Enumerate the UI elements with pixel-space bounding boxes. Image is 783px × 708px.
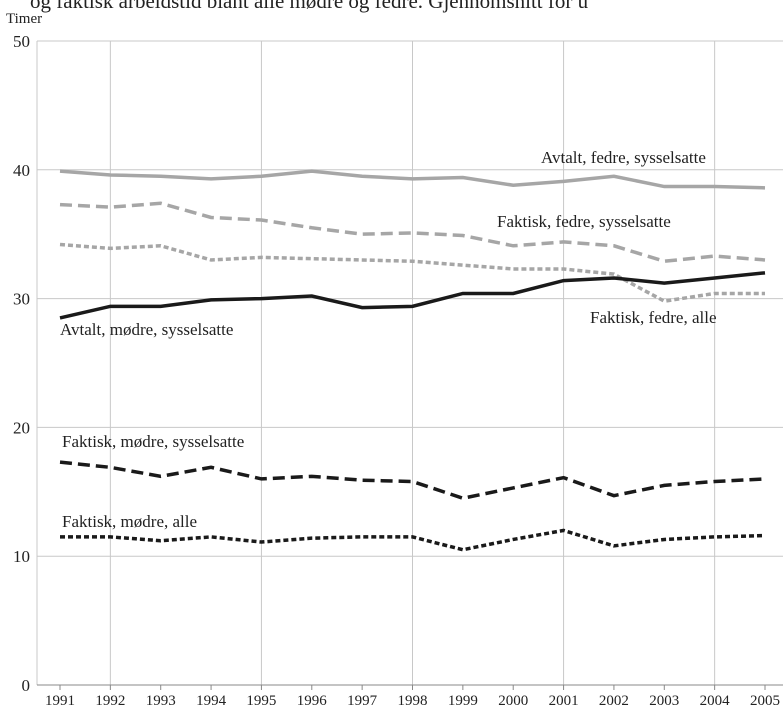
x-tick-label: 2004: [700, 693, 731, 708]
x-tick-label: 1997: [347, 693, 378, 708]
x-tick-label: 1996: [297, 693, 328, 708]
series-label: Faktisk, fedre, alle: [590, 308, 717, 327]
x-tick-label: 2002: [599, 693, 629, 708]
series-label: Faktisk, fedre, sysselsatte: [497, 212, 671, 231]
series-line: [59, 201, 766, 264]
series-line: [59, 169, 766, 190]
series-line: [60, 528, 766, 552]
series-label: Faktisk, mødre, alle: [62, 512, 197, 531]
x-tick-label: 1998: [398, 693, 428, 708]
x-tick-label: 1994: [196, 693, 227, 708]
x-tick-label: 2001: [549, 693, 579, 708]
y-axis-label: Timer: [6, 11, 42, 27]
x-tick-label: 2005: [750, 693, 780, 708]
y-tick-label: 40: [13, 161, 30, 180]
series-line: [59, 242, 765, 303]
x-tick-label: 1993: [146, 693, 176, 708]
y-tick-label: 20: [13, 418, 30, 437]
x-tick-label: 1995: [246, 693, 276, 708]
y-tick-label: 10: [13, 547, 30, 566]
x-tick-label: 2003: [649, 693, 679, 708]
x-tick-label: 1992: [95, 693, 125, 708]
chart-title: og faktisk arbeidstid blant alle mødre o…: [30, 0, 589, 13]
x-tick-label: 1999: [448, 693, 478, 708]
series-label: Avtalt, mødre, sysselsatte: [60, 320, 233, 339]
x-tick-label: 2000: [498, 693, 528, 708]
x-tick-label: 1991: [45, 693, 75, 708]
y-tick-label: 0: [22, 676, 31, 695]
series-line: [59, 460, 766, 501]
y-tick-label: 50: [13, 32, 30, 51]
series-label: Faktisk, mødre, sysselsatte: [62, 432, 244, 451]
series-line: [59, 271, 766, 320]
series-label: Avtalt, fedre, sysselsatte: [541, 148, 706, 167]
y-tick-label: 30: [13, 290, 30, 309]
